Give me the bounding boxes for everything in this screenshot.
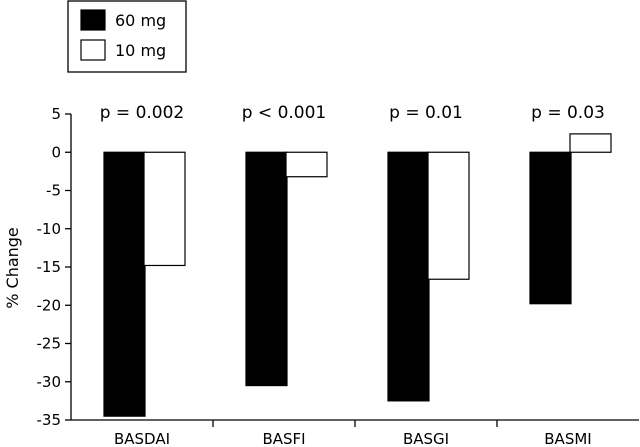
- x-tick-label: BASMI: [544, 430, 591, 447]
- legend: 60 mg 10 mg: [67, 0, 187, 73]
- p-value-label: p = 0.002: [100, 103, 185, 123]
- p-value-label: p = 0.03: [531, 103, 605, 123]
- bar-60mg-basmi: [529, 151, 572, 305]
- x-tick-label: BASGI: [403, 430, 449, 447]
- bar-60mg-basdai: [103, 151, 146, 417]
- bar-10mg-basmi: [569, 133, 612, 153]
- bars: [103, 133, 612, 417]
- x-tick-label: BASFI: [262, 430, 305, 447]
- y-tick-label: 0: [51, 143, 61, 161]
- y-tick-label: -5: [46, 182, 61, 200]
- legend-label: 10 mg: [115, 41, 166, 60]
- p-value-label: p < 0.001: [242, 103, 327, 123]
- y-tick-label: -25: [37, 335, 62, 353]
- y-tick-label: -30: [37, 373, 62, 391]
- bar-10mg-basgi: [427, 151, 470, 280]
- y-tick-label: 5: [51, 105, 61, 123]
- x-tick-label: BASDAI: [114, 430, 170, 447]
- bar-10mg-basfi: [285, 151, 328, 178]
- bar-60mg-basfi: [245, 151, 288, 387]
- legend-label: 60 mg: [115, 11, 166, 30]
- y-tick-label: -15: [37, 258, 62, 276]
- annotations: p = 0.002 p < 0.001 p = 0.01 p = 0.03: [100, 103, 605, 123]
- bar-10mg-basdai: [143, 151, 186, 267]
- p-value-label: p = 0.01: [389, 103, 463, 123]
- y-axis-label: % Change: [3, 227, 22, 309]
- y-tick-label: -10: [37, 220, 62, 238]
- axes: 5 0 -5 -10 -15 -20 -25 -30 -35 BASDAI BASFI BASGI BA…: [37, 105, 639, 447]
- y-tick-label: -35: [37, 411, 62, 429]
- y-tick-label: -20: [37, 296, 62, 314]
- bar-60mg-basgi: [387, 151, 430, 402]
- legend-swatch: [80, 39, 106, 61]
- legend-swatch: [80, 9, 106, 31]
